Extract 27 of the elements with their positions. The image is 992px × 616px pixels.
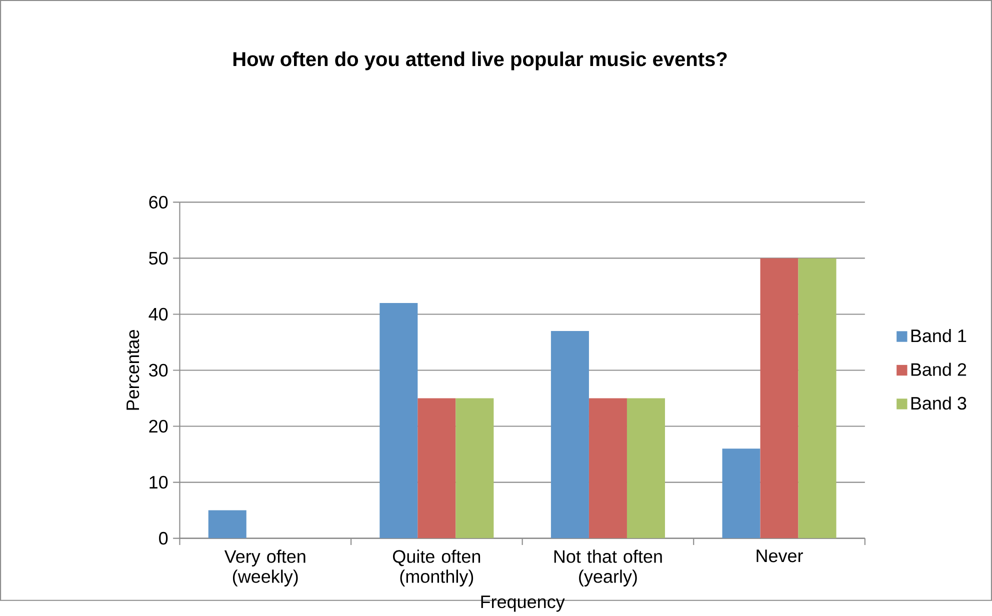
y-tick-label: 60 [149, 196, 168, 208]
legend-label: Band 2 [911, 362, 966, 376]
y-tick-label: 50 [149, 252, 168, 264]
bar [380, 302, 418, 538]
y-tick-label: 30 [149, 364, 168, 377]
bar [208, 510, 246, 538]
x-tick-label: Never [756, 550, 803, 562]
bar [456, 398, 494, 538]
x-tick-label: Very often (weekly) [224, 550, 306, 586]
bar [550, 330, 589, 538]
bar [798, 258, 836, 538]
x-tick-label: Not that often (yearly) [554, 550, 662, 586]
bar [722, 448, 760, 538]
legend-label: Band 1 [911, 328, 966, 342]
y-tick-label: 20 [149, 420, 168, 433]
y-tick-label: 10 [150, 476, 168, 489]
legend-label: Band 3 [911, 396, 966, 410]
bar [626, 398, 665, 538]
y-tick-label: 0 [159, 532, 168, 545]
x-axis-title: Frequency [481, 596, 565, 612]
y-tick-label: 40 [148, 308, 168, 321]
bar [588, 398, 627, 538]
chart-title: How often do you attend live popular music events? [233, 51, 727, 70]
bar [418, 398, 456, 538]
x-tick-label: Quite often (monthly) [392, 550, 480, 586]
bar [760, 258, 798, 538]
y-axis-title: Percentae [126, 330, 140, 410]
